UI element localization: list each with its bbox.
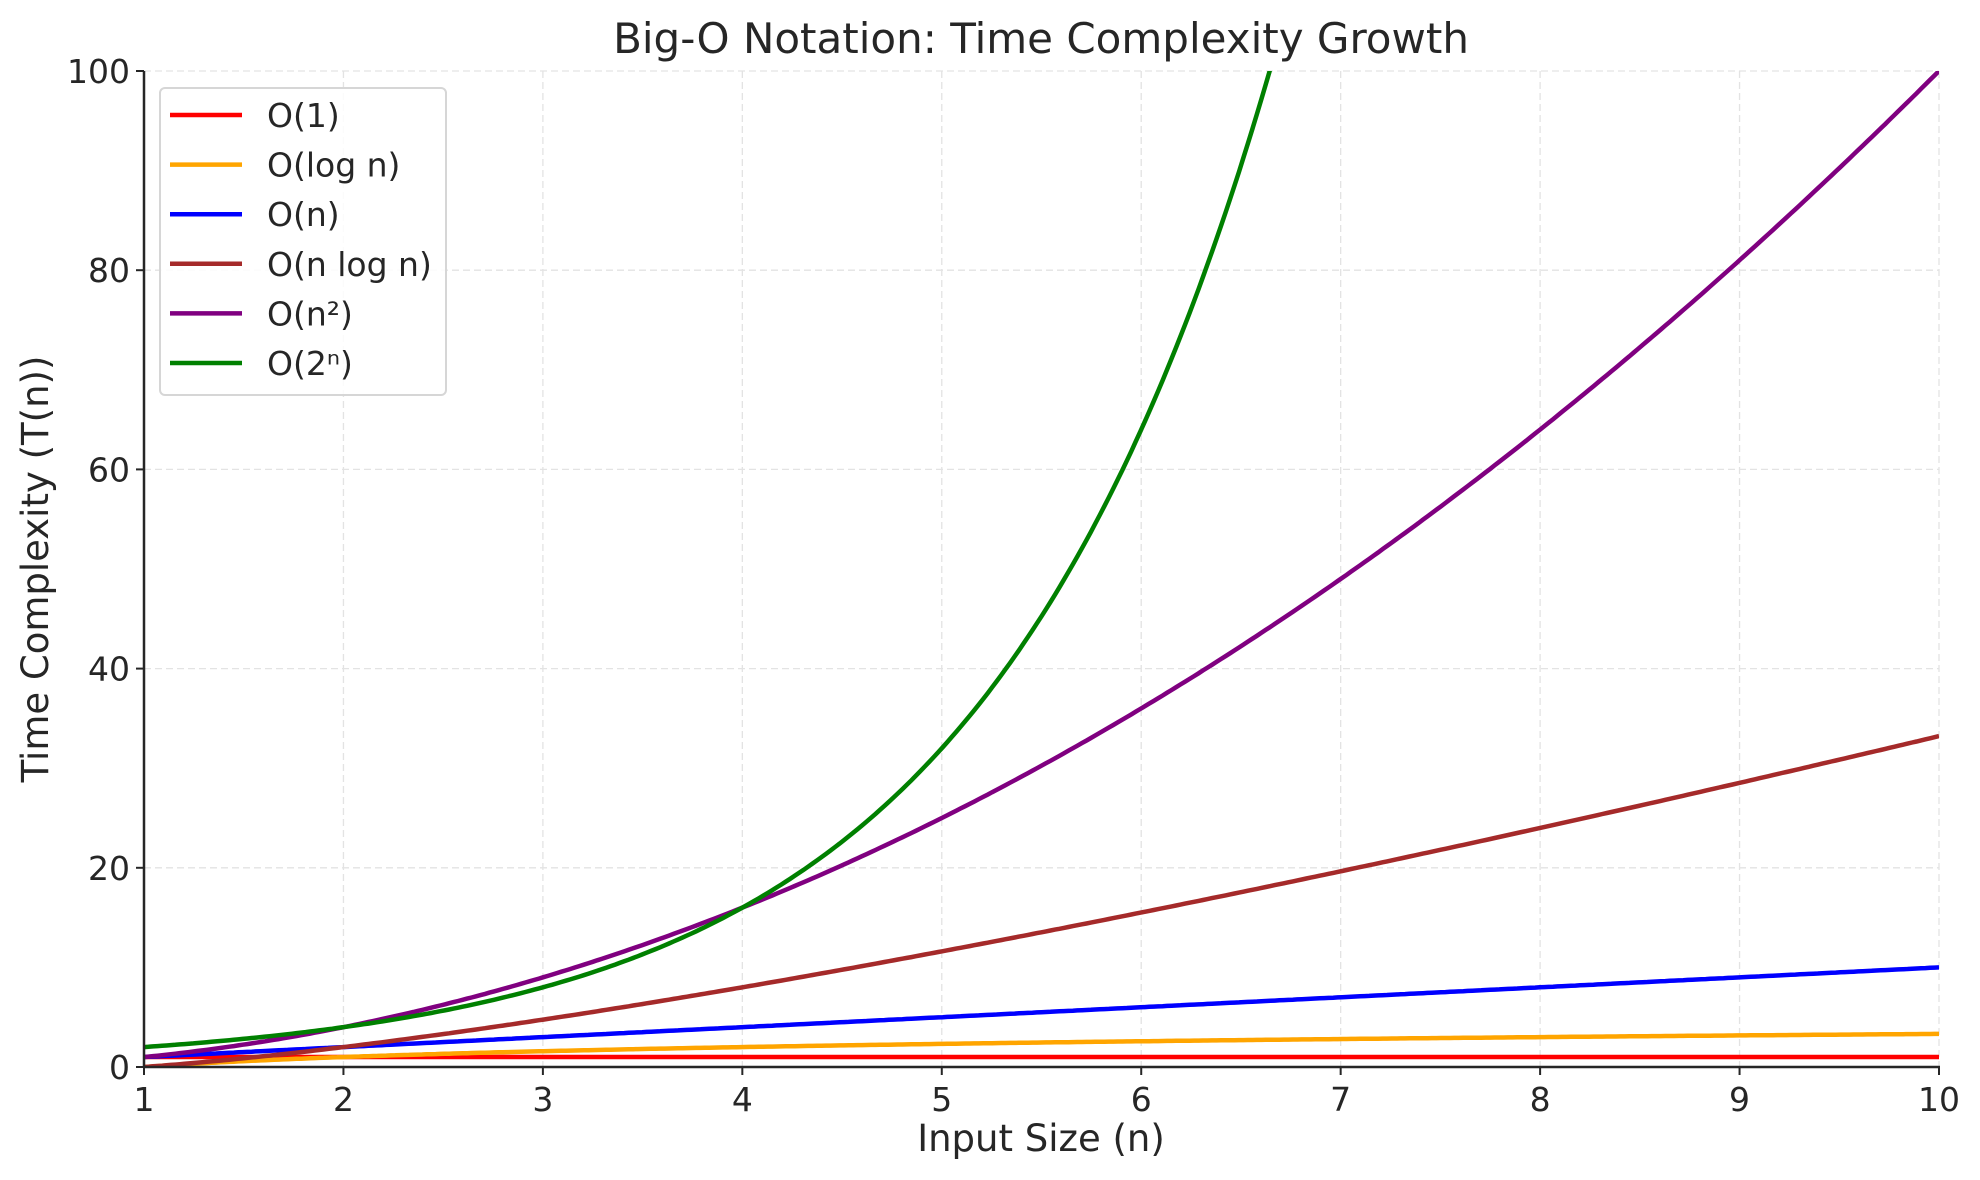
x-tick-label: 4: [732, 1080, 753, 1119]
x-tick-label: 6: [1131, 1080, 1152, 1119]
series-line-5: [144, 71, 1273, 1050]
legend-label: O(n²): [267, 294, 353, 333]
y-tick-label: 40: [88, 650, 130, 689]
x-tick-label: 8: [1530, 1080, 1551, 1119]
legend: O(1) O(log n) O(n) O(n log n) O(n²) O(2ⁿ): [159, 87, 447, 396]
y-ticks: 0 20 40 60 80 100: [67, 52, 144, 1087]
legend-label: O(n log n): [267, 245, 432, 284]
legend-label: O(log n): [267, 146, 400, 185]
y-tick-label: 0: [109, 1048, 130, 1087]
x-tick-label: 7: [1330, 1080, 1351, 1119]
legend-label: O(n): [267, 195, 340, 234]
legend-label: O(1): [267, 96, 340, 135]
series-line-2: [144, 965, 1939, 1060]
x-tick-label: 1: [134, 1080, 155, 1119]
x-tick-label: 5: [931, 1080, 952, 1119]
x-tick-label: 9: [1729, 1080, 1750, 1119]
chart-title: Big-O Notation: Time Complexity Growth: [613, 14, 1469, 63]
series-line-1: [144, 1031, 1939, 1067]
y-axis-label: Time Complexity (T(n)): [14, 356, 57, 784]
series-lines: [144, 71, 1939, 1067]
y-tick-label: 60: [88, 450, 130, 489]
x-tick-label: 3: [532, 1080, 553, 1119]
series-line-4: [144, 71, 1939, 1060]
x-axis-label: Input Size (n): [917, 1117, 1165, 1160]
x-ticks: 1 2 3 4 5 6 7 8 9 10: [134, 1067, 1960, 1119]
x-tick-label: 2: [333, 1080, 354, 1119]
y-tick-label: 80: [88, 251, 130, 290]
y-tick-label: 100: [67, 52, 130, 91]
legend-label: O(2ⁿ): [267, 344, 353, 383]
x-tick-label: 10: [1918, 1080, 1960, 1119]
series-line-3: [144, 733, 1939, 1067]
y-tick-label: 20: [88, 849, 130, 888]
